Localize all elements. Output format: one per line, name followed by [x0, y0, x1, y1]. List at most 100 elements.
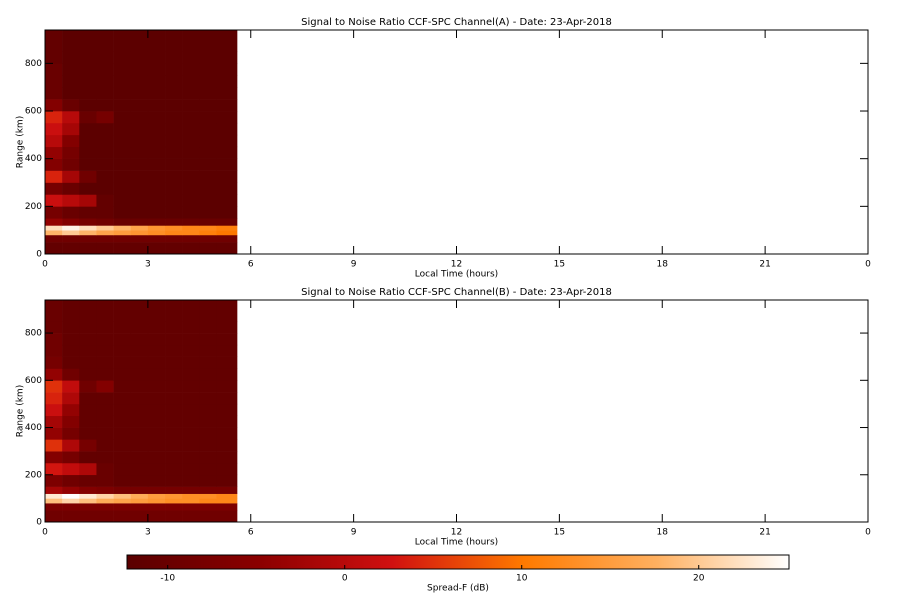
- heat-cell: [79, 486, 97, 494]
- heat-cell: [62, 242, 80, 255]
- heat-cell: [130, 474, 149, 487]
- heat-cell: [147, 242, 166, 255]
- heat-cell: [182, 30, 200, 52]
- heat-cell: [165, 380, 183, 393]
- y-tick-label: 400: [25, 423, 42, 433]
- heat-cell: [165, 87, 183, 100]
- heat-cell: [199, 427, 217, 440]
- heat-cell: [182, 218, 200, 226]
- heat-cell: [62, 182, 80, 195]
- heat-cell: [165, 344, 183, 357]
- heat-cell: [96, 111, 114, 124]
- heat-cell: [182, 493, 200, 499]
- heat-cell: [147, 170, 166, 183]
- heat-cell: [62, 146, 80, 159]
- heat-cell: [96, 87, 114, 100]
- heat-cell: [147, 300, 166, 322]
- heat-cell: [45, 486, 63, 494]
- heat-cell: [147, 51, 166, 64]
- heat-cell: [62, 368, 80, 381]
- heat-cell: [216, 344, 238, 357]
- heat-cell: [165, 368, 183, 381]
- heat-cell: [216, 503, 238, 511]
- heat-cell: [147, 30, 166, 52]
- heat-cell: [96, 225, 114, 231]
- heat-cell: [147, 194, 166, 207]
- heat-cell: [79, 415, 97, 428]
- heat-cell: [182, 111, 200, 124]
- y-tick-label: 200: [25, 470, 42, 480]
- heat-cell: [182, 51, 200, 64]
- heat-cell: [79, 474, 97, 487]
- heat-cell: [113, 122, 132, 136]
- heat-cell: [199, 146, 217, 159]
- heat-cell: [199, 392, 217, 405]
- heat-cell: [182, 503, 200, 511]
- heat-cell: [182, 333, 200, 346]
- heat-cell: [147, 493, 166, 499]
- heat-cell: [62, 344, 80, 357]
- heat-cell: [130, 111, 149, 124]
- heat-cell: [96, 474, 114, 487]
- x-tick-label: 3: [145, 528, 151, 538]
- heat-cell: [96, 510, 114, 523]
- heat-cell: [62, 321, 80, 334]
- heat-cell: [45, 182, 63, 195]
- heat-cell: [165, 111, 183, 124]
- heat-cell: [45, 380, 63, 393]
- heat-cell: [113, 30, 132, 52]
- heat-cell: [62, 474, 80, 487]
- heat-cell: [216, 242, 238, 255]
- heat-cell: [165, 498, 183, 504]
- heat-cell: [113, 427, 132, 440]
- heat-cell: [147, 462, 166, 476]
- heat-cell: [165, 427, 183, 440]
- heat-cell: [182, 427, 200, 440]
- heat-cell: [96, 439, 114, 452]
- heat-cell: [96, 300, 114, 322]
- heat-cell: [62, 206, 80, 219]
- heat-cell: [62, 503, 80, 511]
- heat-cell: [182, 182, 200, 195]
- heat-cell: [96, 63, 114, 76]
- heat-cell: [79, 75, 97, 88]
- heat-cell: [62, 230, 80, 236]
- heat-cell: [113, 75, 132, 88]
- heat-cell: [96, 146, 114, 159]
- colorbar-tick-label: 0: [342, 574, 348, 584]
- heat-cell: [96, 158, 114, 171]
- heat-cell: [165, 63, 183, 76]
- heat-cell: [199, 493, 217, 499]
- heat-cell: [113, 63, 132, 76]
- heat-cell: [62, 134, 80, 148]
- heat-cell: [182, 462, 200, 476]
- heat-cell: [96, 380, 114, 393]
- heat-cell: [45, 503, 63, 511]
- heat-cell: [147, 474, 166, 487]
- heat-cell: [62, 333, 80, 346]
- heat-cell: [216, 111, 238, 124]
- heat-cell: [45, 403, 63, 417]
- heat-cell: [199, 510, 217, 523]
- heat-cell: [182, 486, 200, 494]
- heat-cell: [130, 486, 149, 494]
- x-axis-label: Local Time (hours): [415, 538, 498, 548]
- heat-cell: [130, 503, 149, 511]
- x-tick-label: 0: [865, 260, 871, 270]
- y-tick-label: 600: [25, 376, 42, 386]
- heat-cell: [130, 225, 149, 231]
- heat-cell: [165, 415, 183, 428]
- heat-cell: [147, 403, 166, 417]
- heat-cell: [165, 206, 183, 219]
- heat-cell: [79, 225, 97, 231]
- heat-cell: [113, 194, 132, 207]
- heat-cell: [45, 356, 63, 369]
- heat-cell: [45, 158, 63, 171]
- heat-cell: [96, 392, 114, 405]
- heat-cell: [130, 321, 149, 334]
- heat-cell: [96, 75, 114, 88]
- heat-cell: [165, 99, 183, 112]
- heat-cell: [182, 474, 200, 487]
- heat-cell: [45, 63, 63, 76]
- heat-cell: [79, 170, 97, 183]
